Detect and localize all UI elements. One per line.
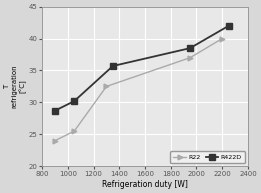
R22 <box>73 130 76 132</box>
R422D <box>54 109 57 112</box>
R22 <box>54 140 57 142</box>
R22 <box>221 37 224 40</box>
R22 <box>188 57 192 59</box>
R422D <box>227 25 230 27</box>
X-axis label: Refrigeration duty [W]: Refrigeration duty [W] <box>102 180 188 189</box>
R422D <box>73 100 76 102</box>
Line: R422D: R422D <box>52 23 232 113</box>
Line: R22: R22 <box>52 36 225 143</box>
Y-axis label: T
refrigeration
[°C]: T refrigeration [°C] <box>4 65 27 108</box>
R422D <box>188 47 192 49</box>
R422D <box>111 65 114 67</box>
Legend: R22, R422D: R22, R422D <box>170 152 245 163</box>
R22 <box>105 85 108 88</box>
